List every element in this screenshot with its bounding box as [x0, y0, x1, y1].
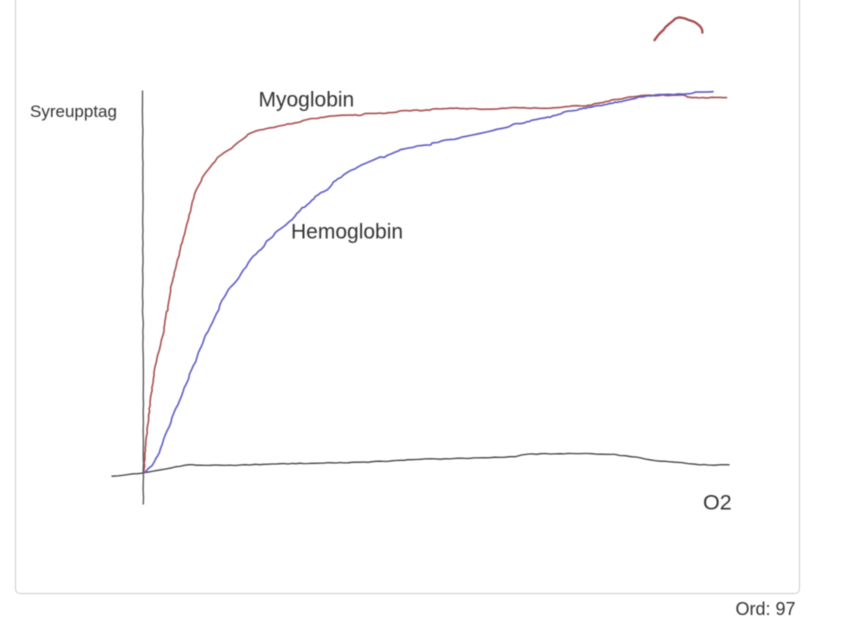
svg-text:Hemoglobin: Hemoglobin	[291, 221, 403, 244]
svg-text:O2: O2	[703, 490, 732, 514]
svg-text:Ord: 97: Ord: 97	[735, 599, 795, 619]
svg-text:Syreupptag: Syreupptag	[30, 102, 117, 121]
svg-text:Myoglobin: Myoglobin	[259, 89, 355, 112]
